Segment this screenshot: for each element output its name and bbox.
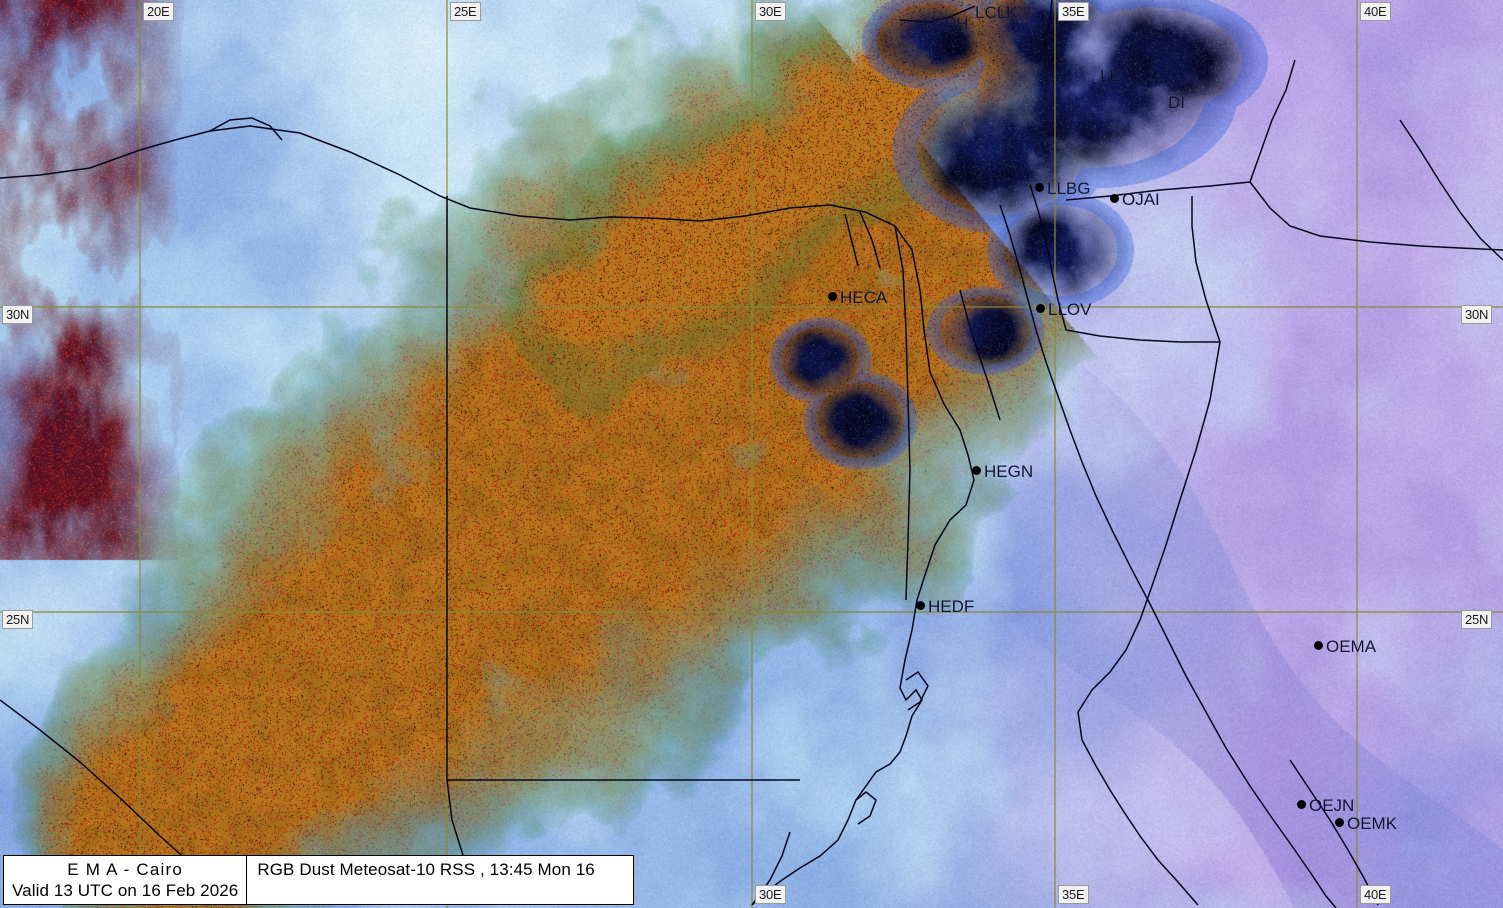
station-label: LLBG	[1047, 179, 1091, 198]
caption-agency-block: E M A - Cairo Valid 13 UTC on 16 Feb 202…	[4, 856, 248, 904]
station-dot-icon	[916, 601, 925, 610]
station-label: HEDF	[928, 597, 975, 616]
station-label: HEGN	[984, 462, 1034, 481]
graticule-label-top-20E: 20E	[143, 2, 174, 21]
station-label: LLOV	[1048, 300, 1092, 319]
station-label: DI	[1168, 93, 1185, 112]
graticule-label-top-40E: 40E	[1360, 2, 1391, 21]
station-label: OEJN	[1309, 796, 1355, 815]
caption-product-block: RGB Dust Meteosat-10 RSS , 13:45 Mon 16	[247, 856, 633, 904]
station-label: OJAI	[1122, 190, 1160, 209]
station-dot-icon	[1314, 641, 1323, 650]
station-dot-icon	[1110, 194, 1119, 203]
caption-agency: E M A - Cairo	[67, 859, 184, 879]
station-dot-icon	[972, 466, 981, 475]
station-label: LCPH	[923, 14, 969, 33]
graticule-label-top-25E: 25E	[450, 2, 481, 21]
graticule-label-left-25N: 25N	[2, 610, 34, 629]
station-label: OEMK	[1347, 814, 1398, 833]
station-dot-icon	[1335, 818, 1344, 827]
graticule-label-top-30E: 30E	[755, 2, 786, 21]
station-dot-icon	[1297, 800, 1306, 809]
caption-box: E M A - Cairo Valid 13 UTC on 16 Feb 202…	[3, 855, 635, 905]
graticule-label-bottom-30E: 30E	[755, 885, 786, 904]
graticule-label-top-35E: 35E	[1058, 2, 1089, 21]
graticule-label-right-25N: 25N	[1461, 610, 1493, 629]
graticule-label-right-30N: 30N	[1461, 305, 1493, 324]
graticule-label-bottom-35E: 35E	[1058, 885, 1089, 904]
station-label: HECA	[840, 288, 888, 307]
station-dot-icon	[828, 292, 837, 301]
station-dot-icon	[1036, 304, 1045, 313]
caption-product-description: RGB Dust Meteosat-10 RSS , 13:45 Mon 16	[257, 860, 595, 879]
station-label: OEMA	[1326, 637, 1377, 656]
caption-valid-time: Valid 13 UTC on 16 Feb 2026	[12, 880, 239, 900]
station-label: LCLK	[975, 3, 1018, 22]
station-label: LE	[1100, 66, 1121, 85]
graticule-label-left-30N: 30N	[2, 305, 34, 324]
station-dot-icon	[1035, 183, 1044, 192]
graticule-label-bottom-40E: 40E	[1360, 885, 1391, 904]
